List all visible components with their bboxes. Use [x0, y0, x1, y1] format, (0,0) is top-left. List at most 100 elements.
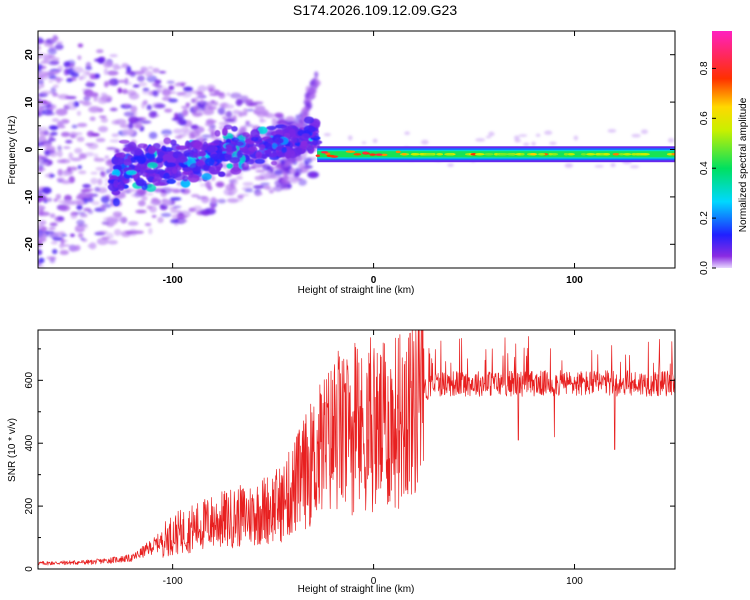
spectrogram-noise-blob [50, 126, 58, 131]
spectrogram-noise-blob [286, 183, 292, 189]
spectrogram-band-blob [137, 156, 146, 165]
spectrogram-noise-blob [67, 101, 76, 108]
spectrogram-line-peak [345, 150, 356, 153]
spectrogram-noise-blob [38, 211, 51, 217]
spectrogram-band-blob [147, 145, 157, 154]
spectrogram-line-peak [395, 150, 401, 154]
spectrogram-noise-blob [180, 105, 190, 109]
spectrogram-noise-blob [117, 87, 123, 94]
spectrogram-noise-blob [224, 173, 232, 177]
spectrogram-band-blob [270, 160, 278, 166]
spectrogram-noise-blob [210, 203, 216, 210]
spectrogram-noise-blob [201, 210, 211, 216]
spectrogram-line-peak [631, 153, 637, 156]
spectrogram-noise-blob [91, 201, 100, 206]
spectrogram-noise-blob [44, 230, 55, 234]
spectrogram-noise-blob [117, 79, 128, 84]
spectrogram-noise-blob [485, 135, 492, 139]
spectrogram-line-peak [671, 153, 675, 156]
spectrogram-noise-blob [640, 129, 648, 135]
spectrogram-noise-blob [151, 214, 157, 218]
spectrogram-band-blob [250, 129, 260, 138]
spectrogram-noise-blob [86, 80, 92, 85]
spectrogram-line-peak [640, 153, 650, 156]
spectrogram-noise-blob [121, 88, 128, 94]
spectrogram-band-blob [137, 143, 148, 149]
spectrogram-noise-blob [361, 141, 367, 145]
spectrogram-line-peak [520, 153, 525, 156]
spectrogram-band-blob [288, 128, 296, 137]
spectrogram-noise-blob [146, 205, 153, 210]
spectrogram-noise-blob [549, 141, 557, 145]
spectrogram-ytick-label: 20 [24, 49, 35, 61]
spectrogram-noise-blob [52, 248, 58, 255]
spectrogram-noise-blob [42, 195, 48, 199]
spectrogram-band-blob [268, 152, 277, 158]
spectrogram-noise-blob [76, 204, 83, 210]
spectrogram-noise-blob [98, 125, 109, 133]
spectrogram-band-blob [171, 167, 178, 174]
colorbar-label: Normalized spectral amplitude [738, 97, 749, 232]
spectrogram-noise-blob [121, 63, 129, 69]
spectrogram-noise-blob [201, 134, 213, 138]
spectrogram-noise-blob [208, 87, 214, 93]
spectrogram-noise-blob [112, 63, 120, 71]
spectrogram-noise-blob [96, 49, 104, 54]
spectrogram-noise-blob [667, 138, 675, 143]
spectrogram-band-blob [145, 183, 157, 192]
spectrogram-noise-blob [144, 222, 152, 226]
spectrogram-band-blob [231, 126, 238, 132]
spectrogram-noise-blob [207, 128, 216, 132]
snr-ytick-label: 0 [24, 566, 35, 572]
spectrogram-noise-blob [135, 209, 147, 214]
spectrogram-noise-blob [199, 98, 204, 106]
spectrogram-noise-blob [130, 105, 138, 113]
spectrogram-noise-blob [69, 166, 78, 171]
spectrogram-noise-blob [215, 181, 225, 188]
spectrogram-band-blob [123, 147, 133, 152]
spectrogram-noise-blob [137, 75, 145, 82]
spectrogram-noise-blob [77, 232, 84, 239]
spectrogram-noise-blob [181, 126, 189, 134]
spectrogram-noise-blob [125, 230, 135, 235]
spectrogram-noise-blob [45, 145, 56, 152]
spectrogram-noise-blob [40, 105, 51, 109]
spectrogram-noise-blob [109, 54, 118, 58]
spectrogram-noise-blob [38, 100, 48, 104]
spectrogram-noise-blob [57, 216, 64, 221]
spectrogram-noise-blob [94, 186, 100, 192]
spectrogram-noise-blob [123, 111, 135, 117]
spectrogram-noise-blob [176, 92, 187, 95]
spectrogram-band-blob [181, 171, 189, 176]
spectrogram-noise-blob [202, 108, 215, 116]
spectrogram-noise-blob [106, 232, 114, 240]
spectrogram-noise-blob [49, 174, 55, 178]
spectrogram-noise-blob [84, 152, 95, 157]
spectrogram-noise-blob [161, 88, 171, 97]
spectrogram-line-peak [551, 153, 557, 156]
spectrogram-noise-blob [91, 133, 100, 137]
spectrogram-noise-blob [132, 70, 145, 75]
spectrogram-noise-blob [105, 169, 111, 174]
spectrogram-band-blob [283, 166, 288, 172]
spectrogram-noise-blob [57, 65, 64, 72]
spectrogram-noise-blob [89, 105, 101, 113]
spectrogram-noise-blob [157, 89, 162, 94]
spectrogram-band-blob [206, 144, 216, 154]
spectrogram-noise-blob [76, 136, 85, 142]
spectrogram-band-blob [198, 150, 207, 157]
spectrogram-noise-blob [100, 204, 107, 211]
spectrogram-band-blob [310, 88, 318, 95]
spectrogram-xtick-label: -100 [163, 275, 183, 286]
spectrogram-noise-blob [66, 78, 73, 83]
spectrogram-band-blob [279, 182, 288, 190]
spectrogram-noise-blob [140, 66, 148, 71]
spectrogram-noise-blob [44, 112, 56, 116]
spectrogram-noise-blob [58, 204, 71, 212]
spectrogram-band-blob [229, 156, 241, 164]
spectrogram-noise-blob [105, 194, 111, 199]
spectrogram-band-blob [312, 140, 318, 146]
spectrogram-noise-blob [138, 81, 148, 87]
